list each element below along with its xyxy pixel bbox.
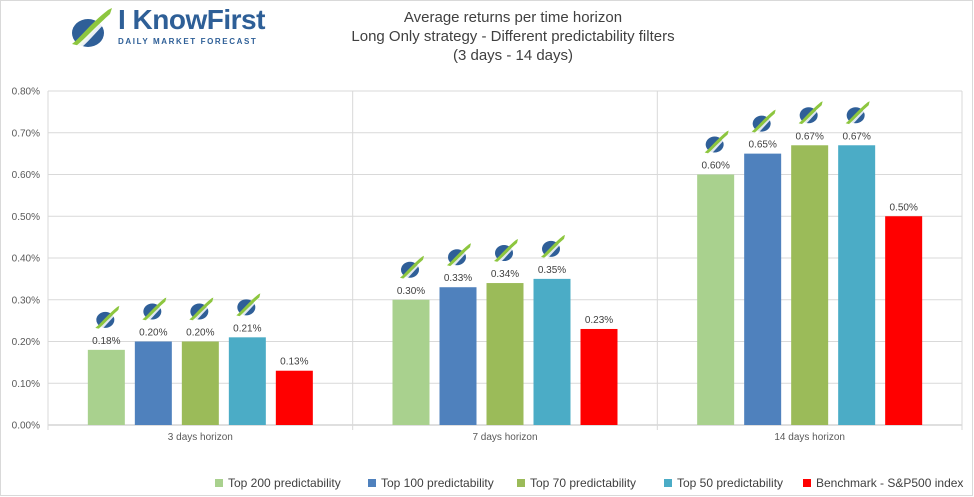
bar (533, 278, 571, 425)
y-tick-label: 0.80% (12, 87, 40, 98)
brand-logo: I KnowFirst DAILY MARKET FORECAST (68, 4, 265, 50)
data-label: 0.50% (889, 202, 917, 213)
x-category-label: 14 days horizon (774, 432, 845, 443)
i-know-first-logo-icon (845, 101, 870, 126)
brand-tagline: DAILY MARKET FORECAST (118, 37, 258, 46)
y-tick-label: 0.10% (12, 379, 40, 390)
chart-title-line-2: Long Only strategy - Different predictab… (351, 28, 675, 45)
bar (439, 287, 477, 425)
data-label: 0.21% (233, 323, 261, 334)
legend-label: Top 70 predictability (530, 476, 637, 490)
legend-swatch (368, 479, 376, 487)
brand-name: I KnowFirst (118, 4, 265, 35)
i-know-first-logo-icon (704, 130, 729, 155)
chart-title-line-3: (3 days - 14 days) (452, 47, 574, 64)
y-tick-label: 0.20% (12, 337, 40, 348)
data-label: 0.20% (139, 328, 167, 339)
chart-title: Average returns per time horizon Long On… (300, 8, 726, 65)
i-know-first-logo-icon (541, 234, 565, 259)
data-label: 0.60% (701, 161, 729, 172)
i-know-first-logo-icon (95, 305, 120, 330)
data-label: 0.13% (280, 357, 308, 368)
bar (134, 341, 172, 425)
data-label: 0.67% (795, 131, 823, 142)
bar (580, 328, 618, 425)
bars (87, 145, 923, 425)
data-label: 0.18% (92, 336, 120, 347)
bar (392, 299, 430, 425)
x-axis-categories: 3 days horizon 7 days horizon 14 days hori… (168, 432, 845, 443)
bar (87, 349, 125, 425)
i-know-first-logo-icon (447, 243, 471, 268)
i-know-first-logo-icon (189, 297, 214, 322)
data-label: 0.33% (444, 273, 472, 284)
i-know-first-logo-icon (400, 255, 424, 280)
data-label: 0.34% (491, 269, 519, 280)
x-category-label: 7 days horizon (472, 432, 537, 443)
legend-swatch (803, 479, 811, 487)
bar (838, 145, 876, 425)
legend-item: Top 70 predictability (517, 476, 636, 490)
y-tick-label: 0.70% (12, 128, 40, 139)
y-tick-label: 0.30% (12, 295, 40, 306)
bar (228, 337, 266, 425)
i-know-first-logo-icon (142, 297, 167, 322)
legend-item: Top 50 predictability (664, 476, 783, 490)
y-tick-label: 0.60% (12, 170, 40, 181)
bar (885, 216, 923, 425)
y-axis-ticks: 0.00% 0.10% 0.20% 0.30% 0.40% 0.50% 0.60% 0.70%… (12, 87, 40, 432)
data-label: 0.23% (585, 315, 613, 326)
brand-logo-icon (72, 8, 112, 47)
bar (486, 283, 524, 425)
x-category-label: 3 days horizon (168, 432, 233, 443)
y-tick-label: 0.40% (12, 254, 40, 265)
i-know-first-logo-icon (798, 101, 823, 126)
legend-item: Top 100 predictability (368, 476, 494, 490)
bar (744, 153, 782, 425)
legend-label: Benchmark - S&P500 index (816, 476, 964, 490)
chart-title-line-1: Average returns per time horizon (403, 9, 623, 26)
i-know-first-logo-icon (751, 109, 776, 134)
legend-label: Top 50 predictability (677, 476, 784, 490)
bar (791, 145, 829, 425)
legend-item: Top 200 predictability (215, 476, 341, 490)
data-label: 0.35% (538, 265, 566, 276)
legend-swatch (664, 479, 672, 487)
data-label: 0.65% (748, 140, 776, 151)
legend-item: Benchmark - S&P500 index (803, 476, 963, 490)
data-label: 0.20% (186, 328, 214, 339)
bar (697, 174, 735, 425)
i-know-first-logo-icon (494, 239, 518, 264)
y-tick-label: 0.50% (12, 212, 40, 223)
data-label: 0.67% (842, 131, 870, 142)
bar (181, 341, 219, 425)
legend-label: Top 200 predictability (228, 476, 341, 490)
category-separators (47, 91, 963, 430)
y-tick-label: 0.00% (12, 421, 40, 432)
i-know-first-logo-icon (236, 293, 261, 318)
legend: Top 200 predictability Top 100 predictabi… (215, 476, 974, 490)
legend-swatch (517, 479, 525, 487)
legend-swatch (215, 479, 223, 487)
bar (275, 370, 313, 425)
data-labels: 0.18% 0.20% 0.20% 0.21% 0.13% 0.30% 0.33% 0.34%… (92, 131, 918, 367)
data-label: 0.30% (397, 286, 425, 297)
legend-label: Top 100 predictability (381, 476, 494, 490)
